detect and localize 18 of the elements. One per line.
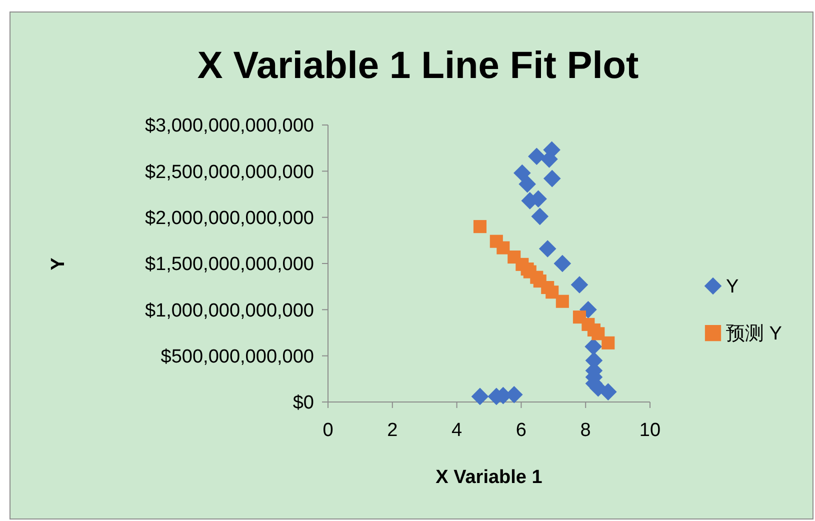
y-axis-title: Y <box>48 257 69 270</box>
x-axis-title: X Variable 1 <box>436 467 543 488</box>
y-tick-label: $2,500,000,000,000 <box>144 162 314 183</box>
y-tick-label: $500,000,000,000 <box>160 346 314 368</box>
y-tick-label: $2,000,000,000,000 <box>144 208 314 229</box>
x-tick-label: 6 <box>516 420 526 441</box>
y-tick-label: $3,000,000,000,000 <box>144 116 314 137</box>
y-tick-label: $0 <box>292 392 314 414</box>
x-tick-label: 10 <box>639 420 661 441</box>
chart-title: X Variable 1 Line Fit Plot <box>197 45 640 87</box>
x-tick-label: 4 <box>452 420 463 441</box>
x-tick-label: 2 <box>387 420 398 441</box>
x-tick-label: 0 <box>322 420 334 441</box>
legend-label: Y <box>726 276 739 298</box>
x-tick-label: 8 <box>580 420 591 441</box>
y-tick-label: $1,500,000,000,000 <box>144 254 314 276</box>
legend-label: 预测 Y <box>726 324 782 345</box>
y-tick-label: $1,000,000,000,000 <box>144 300 314 322</box>
